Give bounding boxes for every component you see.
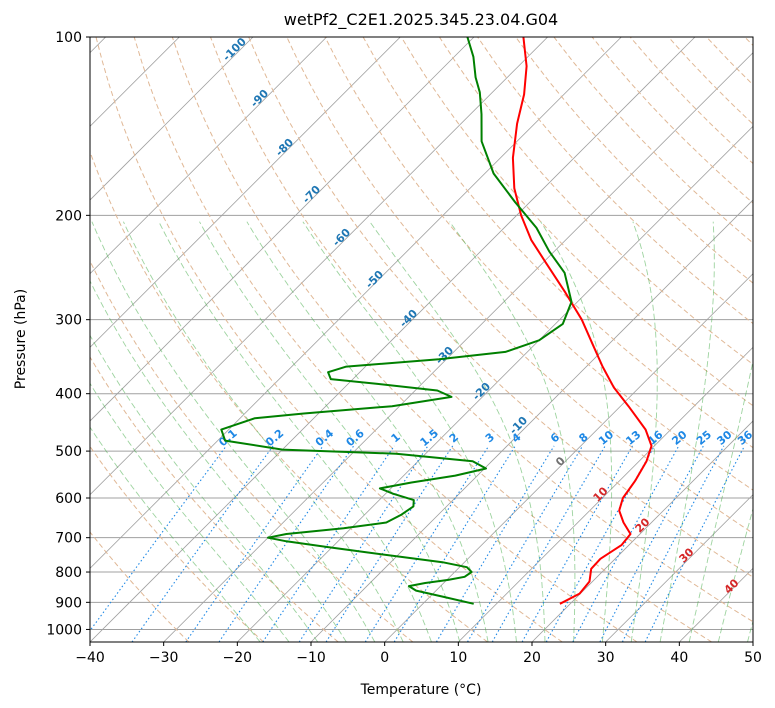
isotherm-line (90, 37, 475, 422)
mixing-ratio-line (364, 445, 490, 642)
x-axis: −40 −30 −20 −10 0 10 20 30 40 50 (75, 642, 762, 666)
mixing-ratio-line (325, 445, 454, 642)
moist-adiabat-line (90, 382, 290, 642)
x-tick-label: −20 (223, 650, 253, 666)
mixing-ratio-line (218, 445, 355, 642)
dewpoint-profile-line (220, 37, 573, 605)
moist-adiabat-line (199, 221, 461, 642)
isotherm-line (163, 52, 753, 642)
isotherm-line (605, 494, 753, 642)
moist-adiabat-line (369, 221, 546, 642)
moist-adiabat-line (90, 334, 319, 642)
x-tick-label: 30 (597, 650, 615, 666)
mixing-ratio-line (621, 445, 725, 642)
moist-adiabat-line (246, 221, 489, 642)
dry-adiabat-line (248, 37, 753, 578)
chart-title: wetPf2_C2E1.2025.345.23.04.G04 (284, 10, 558, 30)
dry-adiabat-line (171, 37, 712, 642)
y-tick-label: 200 (55, 208, 82, 224)
mixing-ratio-line (467, 445, 584, 642)
y-axis: 100 200 300 400 500 600 700 800 900 1000 (46, 30, 90, 638)
dry-adiabat-line (515, 37, 753, 284)
mixing-ratio-line (521, 445, 633, 642)
dry-adiabat-line (324, 37, 753, 491)
temperature-profile-line (511, 37, 653, 605)
mixing-ratio-line (644, 445, 746, 642)
dry-adiabat-line (90, 445, 264, 642)
moist-adiabat-line (91, 221, 376, 642)
isotherm-line (90, 37, 548, 496)
y-tick-label: 700 (55, 531, 82, 547)
dry-adiabat-line (133, 37, 638, 642)
moist-adiabat-line (90, 426, 261, 642)
mixing-ratio-line (131, 445, 274, 642)
moist-adiabat-line (158, 221, 432, 642)
moist-adiabat-line (688, 359, 753, 642)
y-tick-label: 500 (55, 444, 82, 460)
x-tick-label: −30 (149, 650, 179, 666)
y-axis-label: Pressure (hPa) (13, 289, 29, 389)
x-tick-label: −40 (75, 650, 105, 666)
dry-adiabat-line (438, 37, 753, 366)
y-tick-label: 100 (55, 30, 82, 46)
isotherm-line (458, 346, 753, 642)
profile-series (220, 37, 653, 605)
dry-adiabat-line (90, 150, 488, 642)
mixing-ratio-line (262, 445, 395, 642)
moist-adiabat-line (630, 221, 658, 642)
x-tick-label: 10 (449, 650, 467, 666)
isotherm-lines (90, 37, 753, 642)
x-tick-label: −10 (296, 650, 326, 666)
moist-adiabats (90, 221, 753, 642)
moist-adiabat-line (659, 221, 715, 642)
mixing-ratio-line (185, 445, 324, 642)
moist-adiabat-line (302, 221, 517, 642)
dry-adiabat-line (95, 37, 563, 642)
dry-adiabats (90, 37, 753, 642)
x-tick-label: 20 (523, 650, 541, 666)
moist-adiabat-line (717, 506, 753, 642)
isobar-grid (90, 37, 753, 630)
x-tick-label: 0 (380, 650, 389, 666)
moist-adiabat-line (90, 279, 347, 642)
isotherm-line (90, 37, 696, 642)
moist-adiabat-line (540, 221, 613, 642)
y-tick-label: 400 (55, 387, 82, 403)
x-tick-label: 50 (744, 650, 762, 666)
dry-adiabat-line (400, 37, 753, 407)
dry-adiabat-line (90, 356, 339, 642)
isotherm-line (90, 37, 401, 348)
y-tick-label: 900 (55, 595, 82, 611)
x-axis-label: Temperature (°C) (360, 682, 482, 698)
plot-area: 0.1 0.2 0.4 0.6 1 1.5 2 3 4 6 8 10 13 16 20 25 30 36-100-… (90, 37, 753, 642)
dry-adiabat-line (90, 531, 190, 642)
dry-adiabat-line (210, 37, 753, 623)
mixing-ratio-line (298, 445, 429, 642)
isotherm-line (531, 420, 753, 642)
isotherm-line (90, 37, 622, 569)
isotherm-line (90, 37, 327, 275)
y-tick-label: 300 (55, 313, 82, 329)
y-tick-label: 600 (55, 491, 82, 507)
y-tick-label: 1000 (46, 622, 82, 638)
moist-adiabat-line (449, 221, 576, 642)
dry-adiabat-line (90, 259, 414, 642)
plot-frame (89, 36, 754, 643)
x-tick-label: 40 (670, 650, 688, 666)
isotherm-line (384, 273, 753, 642)
mixing-ratio-line (435, 445, 555, 642)
mixing-ratio-lines (90, 445, 746, 642)
y-tick-label: 800 (55, 565, 82, 581)
isotherm-line (90, 37, 254, 201)
